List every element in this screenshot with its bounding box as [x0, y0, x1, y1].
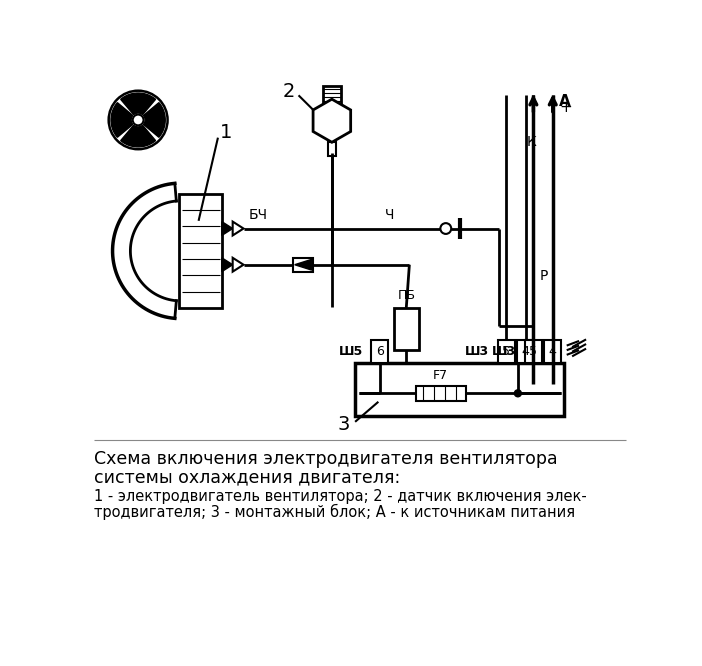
- Text: 1 - электродвигатель вентилятора; 2 - датчик включения элек-: 1 - электродвигатель вентилятора; 2 - да…: [94, 489, 587, 503]
- Text: Р: Р: [540, 269, 548, 283]
- Circle shape: [515, 390, 522, 397]
- Text: 4: 4: [549, 345, 557, 358]
- Text: 2: 2: [283, 82, 296, 101]
- Text: 1: 1: [220, 123, 232, 142]
- Text: Ш3: Ш3: [492, 345, 517, 358]
- Text: Ш5: Ш5: [338, 345, 363, 358]
- Text: Ч: Ч: [385, 208, 395, 222]
- Polygon shape: [143, 103, 165, 137]
- Text: А: А: [559, 94, 571, 109]
- Bar: [416, 386, 466, 401]
- Bar: [498, 340, 515, 363]
- Bar: [328, 143, 336, 156]
- Bar: [394, 308, 418, 350]
- Polygon shape: [121, 125, 156, 147]
- Text: 5: 5: [529, 345, 537, 358]
- Text: 4: 4: [522, 345, 529, 358]
- Text: К: К: [527, 135, 537, 149]
- Polygon shape: [111, 103, 133, 137]
- Text: 6: 6: [376, 345, 384, 358]
- Bar: [371, 340, 388, 363]
- Bar: [517, 340, 534, 363]
- Bar: [544, 340, 562, 363]
- Polygon shape: [121, 93, 156, 115]
- Text: ПБ: ПБ: [397, 290, 416, 302]
- Text: БЧ: БЧ: [249, 208, 267, 222]
- Polygon shape: [222, 222, 232, 236]
- Polygon shape: [222, 258, 232, 272]
- Polygon shape: [232, 258, 244, 272]
- Bar: [323, 86, 341, 108]
- Text: F7: F7: [433, 369, 448, 382]
- Text: +: +: [559, 100, 571, 115]
- Bar: [179, 194, 222, 308]
- Text: 3: 3: [338, 416, 350, 434]
- Text: системы охлаждения двигателя:: системы охлаждения двигателя:: [94, 469, 400, 487]
- Bar: [293, 258, 313, 272]
- Polygon shape: [313, 99, 351, 143]
- Text: тродвигателя; 3 - монтажный блок; А - к источникам питания: тродвигателя; 3 - монтажный блок; А - к …: [94, 504, 575, 520]
- Bar: [525, 340, 542, 363]
- Text: Ш3: Ш3: [465, 345, 489, 358]
- Polygon shape: [295, 259, 312, 270]
- Bar: [355, 363, 564, 416]
- Text: Схема включения электродвигателя вентилятора: Схема включения электродвигателя вентиля…: [94, 450, 557, 468]
- Text: 5: 5: [502, 345, 510, 358]
- Circle shape: [440, 223, 451, 234]
- Circle shape: [133, 115, 143, 125]
- Polygon shape: [232, 222, 244, 236]
